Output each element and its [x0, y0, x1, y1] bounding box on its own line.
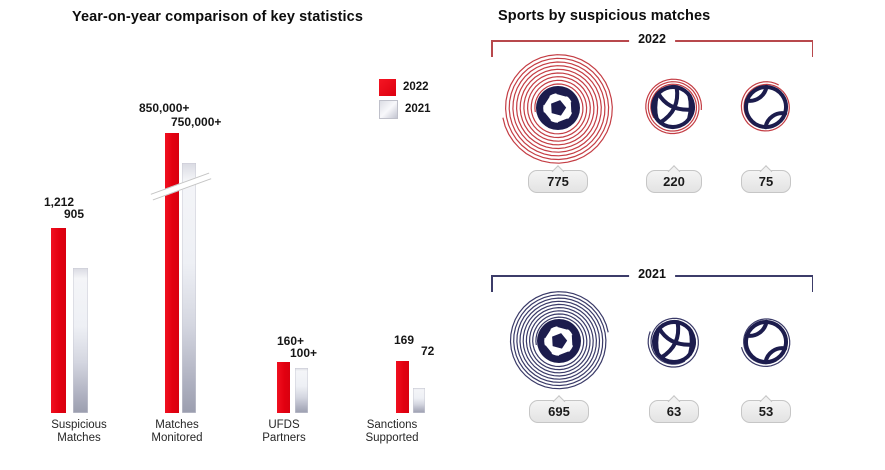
value-2022-suspicious-matches: 1,212	[44, 195, 75, 209]
category-label-matches-monitored: Matches Monitored	[151, 419, 203, 444]
bracket-year-label: 2021	[629, 267, 675, 281]
basketball-icon	[651, 85, 695, 129]
badge-2022-basketball: 220	[646, 170, 702, 193]
bar-2021-sanctions-supported	[413, 388, 425, 413]
value-2022-ufds-partners: 160+	[277, 334, 305, 348]
value-2021-suspicious-matches: 905	[64, 207, 85, 221]
football-icon	[537, 319, 581, 363]
legend-label-2022: 2022	[403, 81, 429, 93]
badge-2021-tennis: 53	[741, 400, 791, 423]
bar-2021-matches-monitored	[182, 163, 196, 413]
category-label-suspicious-matches: Suspicious Matches	[51, 419, 107, 444]
bar-2022-ufds-partners	[277, 362, 290, 413]
legend-row-2022: 2022	[379, 76, 431, 98]
tennis-ball-icon	[744, 319, 788, 365]
spiral-2022-football	[502, 54, 613, 164]
badge-2022-tennis: 75	[741, 170, 791, 193]
value-2022-matches-monitored: 850,000+	[139, 101, 190, 115]
bracket-tick-right	[811, 40, 813, 57]
bar-2021-ufds-partners	[295, 368, 308, 413]
category-label-sanctions-supported: Sanctions Supported	[365, 419, 419, 444]
legend: 2022 2021	[379, 76, 431, 120]
axis-break-mark	[150, 172, 212, 201]
badge-2021-football: 695	[529, 400, 589, 423]
bar-2022-sanctions-supported	[396, 361, 409, 413]
spiral-2022-basketball	[645, 78, 703, 135]
category-label-ufds-partners: UFDS Partners	[262, 419, 306, 444]
tennis-ball-icon	[744, 84, 788, 130]
value-2021-ufds-partners: 100+	[290, 346, 318, 360]
badge-2022-football: 775	[528, 170, 588, 193]
bracket-2022: 2022	[491, 32, 813, 58]
bracket-tick-left	[491, 275, 493, 292]
bar-2022-suspicious-matches	[51, 228, 66, 413]
bracket-tick-right	[811, 275, 813, 292]
bar-2021-suspicious-matches	[73, 268, 88, 413]
bar-2022-matches-monitored	[165, 133, 179, 413]
spiral-2021-tennis	[740, 318, 791, 368]
bracket-2021: 2021	[491, 267, 813, 293]
right-chart-title: Sports by suspicious matches	[498, 8, 711, 24]
basketball-icon	[652, 320, 696, 364]
legend-swatch-2022	[379, 78, 396, 96]
legend-swatch-2021	[379, 99, 398, 119]
legend-label-2021: 2021	[405, 103, 431, 115]
value-2021-sanctions-supported: 72	[421, 344, 435, 358]
left-chart-title: Year-on-year comparison of key statistic…	[72, 9, 363, 25]
value-2021-matches-monitored: 750,000+	[171, 115, 222, 129]
bracket-tick-left	[491, 40, 493, 57]
legend-row-2021: 2021	[379, 98, 431, 120]
spiral-2021-basketball	[647, 317, 699, 368]
bracket-year-label: 2022	[629, 32, 675, 46]
spiral-2021-football	[509, 291, 609, 390]
value-2022-sanctions-supported: 169	[394, 333, 415, 347]
football-icon	[536, 86, 580, 130]
badge-2021-basketball: 63	[649, 400, 699, 423]
spiral-2022-tennis	[740, 81, 790, 132]
